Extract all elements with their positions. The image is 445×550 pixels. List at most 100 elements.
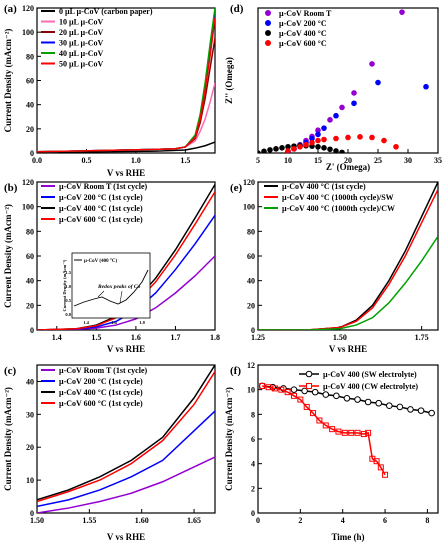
y-tick-label: 120 [22, 4, 34, 13]
x-tick-label: 1.5 [180, 156, 190, 165]
plot-area [37, 365, 215, 513]
legend-label: µ-CoV 400 °C (1000th cycle)/SW [282, 193, 394, 202]
data-point [279, 145, 285, 151]
data-point [393, 143, 399, 150]
legend-label: µ-CoV 400 °C (1000th cycle)/CW [282, 204, 395, 213]
series-line [37, 82, 215, 153]
legend-label: 10 µL µ-CoV [59, 18, 104, 27]
y-tick-label: 100 [22, 28, 34, 37]
data-point [365, 429, 372, 436]
x-tick-label: 1.0 [131, 156, 141, 165]
x-tick-label: 6 [383, 516, 387, 525]
data-point [285, 148, 291, 153]
data-point [258, 150, 261, 153]
data-point [345, 134, 351, 141]
data-point [339, 104, 345, 111]
inset-x-tick: 1.4 [83, 320, 89, 325]
data-point [291, 146, 297, 152]
panel-label: (e) [230, 182, 243, 194]
data-point [428, 409, 435, 417]
data-point [315, 127, 321, 134]
x-tick-label: 0 [256, 516, 260, 525]
inset-y-tick: 0.0 [65, 312, 71, 317]
y-tick-label: 100 [243, 203, 255, 212]
legend-label: µ-CoV Room T [279, 9, 332, 18]
x-tick-label: 8 [425, 516, 429, 525]
legend-swatch [265, 10, 271, 16]
data-point [417, 407, 425, 414]
data-point [351, 90, 357, 96]
y-tick-label: 60 [26, 77, 34, 86]
legend-swatch [265, 30, 271, 36]
panel-f: (f) 0 2 4 6 8 0 2 4 6 8 10 12 Time (h) Current Density… [224, 361, 439, 542]
legend-label: µ-CoV 600 °C (1st cycle) [59, 399, 143, 408]
y-tick-label: 80 [26, 227, 34, 236]
x-axis-label: Time (h) [331, 532, 364, 542]
data-point [290, 386, 298, 393]
inset-arrow [119, 290, 123, 304]
inset-legend-label: µ-CoV (400 °C) [84, 259, 117, 264]
data-point [321, 125, 327, 131]
data-point [364, 398, 372, 406]
x-tick-label: 15 [314, 156, 322, 165]
panel-label: (b) [4, 182, 18, 194]
legend-label: 40 µL µ-CoV [59, 49, 104, 58]
inset-y-tick: 1.5 [65, 270, 71, 275]
data-point [385, 402, 393, 410]
x-axis-label: V vs RHE [107, 532, 145, 542]
inset-x-tick: 1.6 [111, 320, 117, 325]
legend-swatch [265, 20, 271, 26]
y-tick-label: 60 [247, 252, 255, 261]
data-point [315, 143, 321, 150]
x-tick-label: 1.50 [30, 516, 44, 525]
inset-plot: µ-CoV (400 °C) Redox peaks of Co Current D… [62, 252, 151, 325]
data-point [271, 385, 278, 392]
data-point [309, 135, 315, 142]
x-axis-label: V vs RHE [107, 344, 145, 354]
x-tick-label: 1.5 [91, 333, 101, 342]
y-tick-label: 6 [251, 435, 255, 444]
data-point [375, 79, 381, 86]
y-axis-label: Current Density (mAcm⁻²) [224, 387, 234, 491]
plot-area [258, 382, 435, 478]
data-point [373, 458, 380, 465]
data-point [321, 145, 327, 151]
data-point [261, 148, 267, 153]
legend-label: µ-CoV 600 °C (1st cycle) [59, 215, 143, 224]
data-point [399, 9, 405, 15]
data-point [396, 403, 404, 411]
x-tick-label: 1.75 [415, 333, 429, 342]
y-tick-label: 120 [243, 178, 255, 187]
data-point [315, 137, 321, 144]
data-point [333, 112, 339, 119]
data-point [316, 417, 323, 424]
x-tick-label: 1.7 [170, 333, 180, 342]
data-point [381, 137, 387, 144]
inset-annotation: Redox peaks of Co [97, 284, 141, 290]
legend-label: 0 µL µ-CoV (carbon paper) [59, 7, 153, 16]
data-point [259, 382, 266, 389]
inset-x-tick: 1.8 [139, 320, 145, 325]
y-tick-label: 8 [251, 410, 255, 419]
plot-area [258, 182, 438, 330]
data-point [273, 146, 279, 152]
data-point [267, 147, 273, 153]
inset-y-tick: 1.0 [65, 284, 71, 289]
y-tick-label: 10 [26, 476, 34, 485]
data-point [265, 384, 272, 391]
y-tick-label: 60 [26, 252, 34, 261]
panel-label: (d) [230, 3, 244, 15]
plot-area [37, 8, 215, 153]
x-tick-label: 5 [256, 156, 260, 165]
legend-label: µ-CoV 400 °C (1st cycle) [59, 204, 143, 213]
y-tick-label: 100 [22, 203, 34, 212]
panel-label: (c) [4, 365, 17, 377]
data-point [369, 61, 375, 67]
data-point [341, 429, 348, 436]
data-point [348, 429, 355, 436]
data-point [354, 396, 361, 403]
inset-frame [71, 252, 151, 319]
inset-curve [73, 269, 149, 307]
legend-label: µ-CoV 600 °C [279, 39, 327, 48]
data-point [382, 471, 389, 478]
